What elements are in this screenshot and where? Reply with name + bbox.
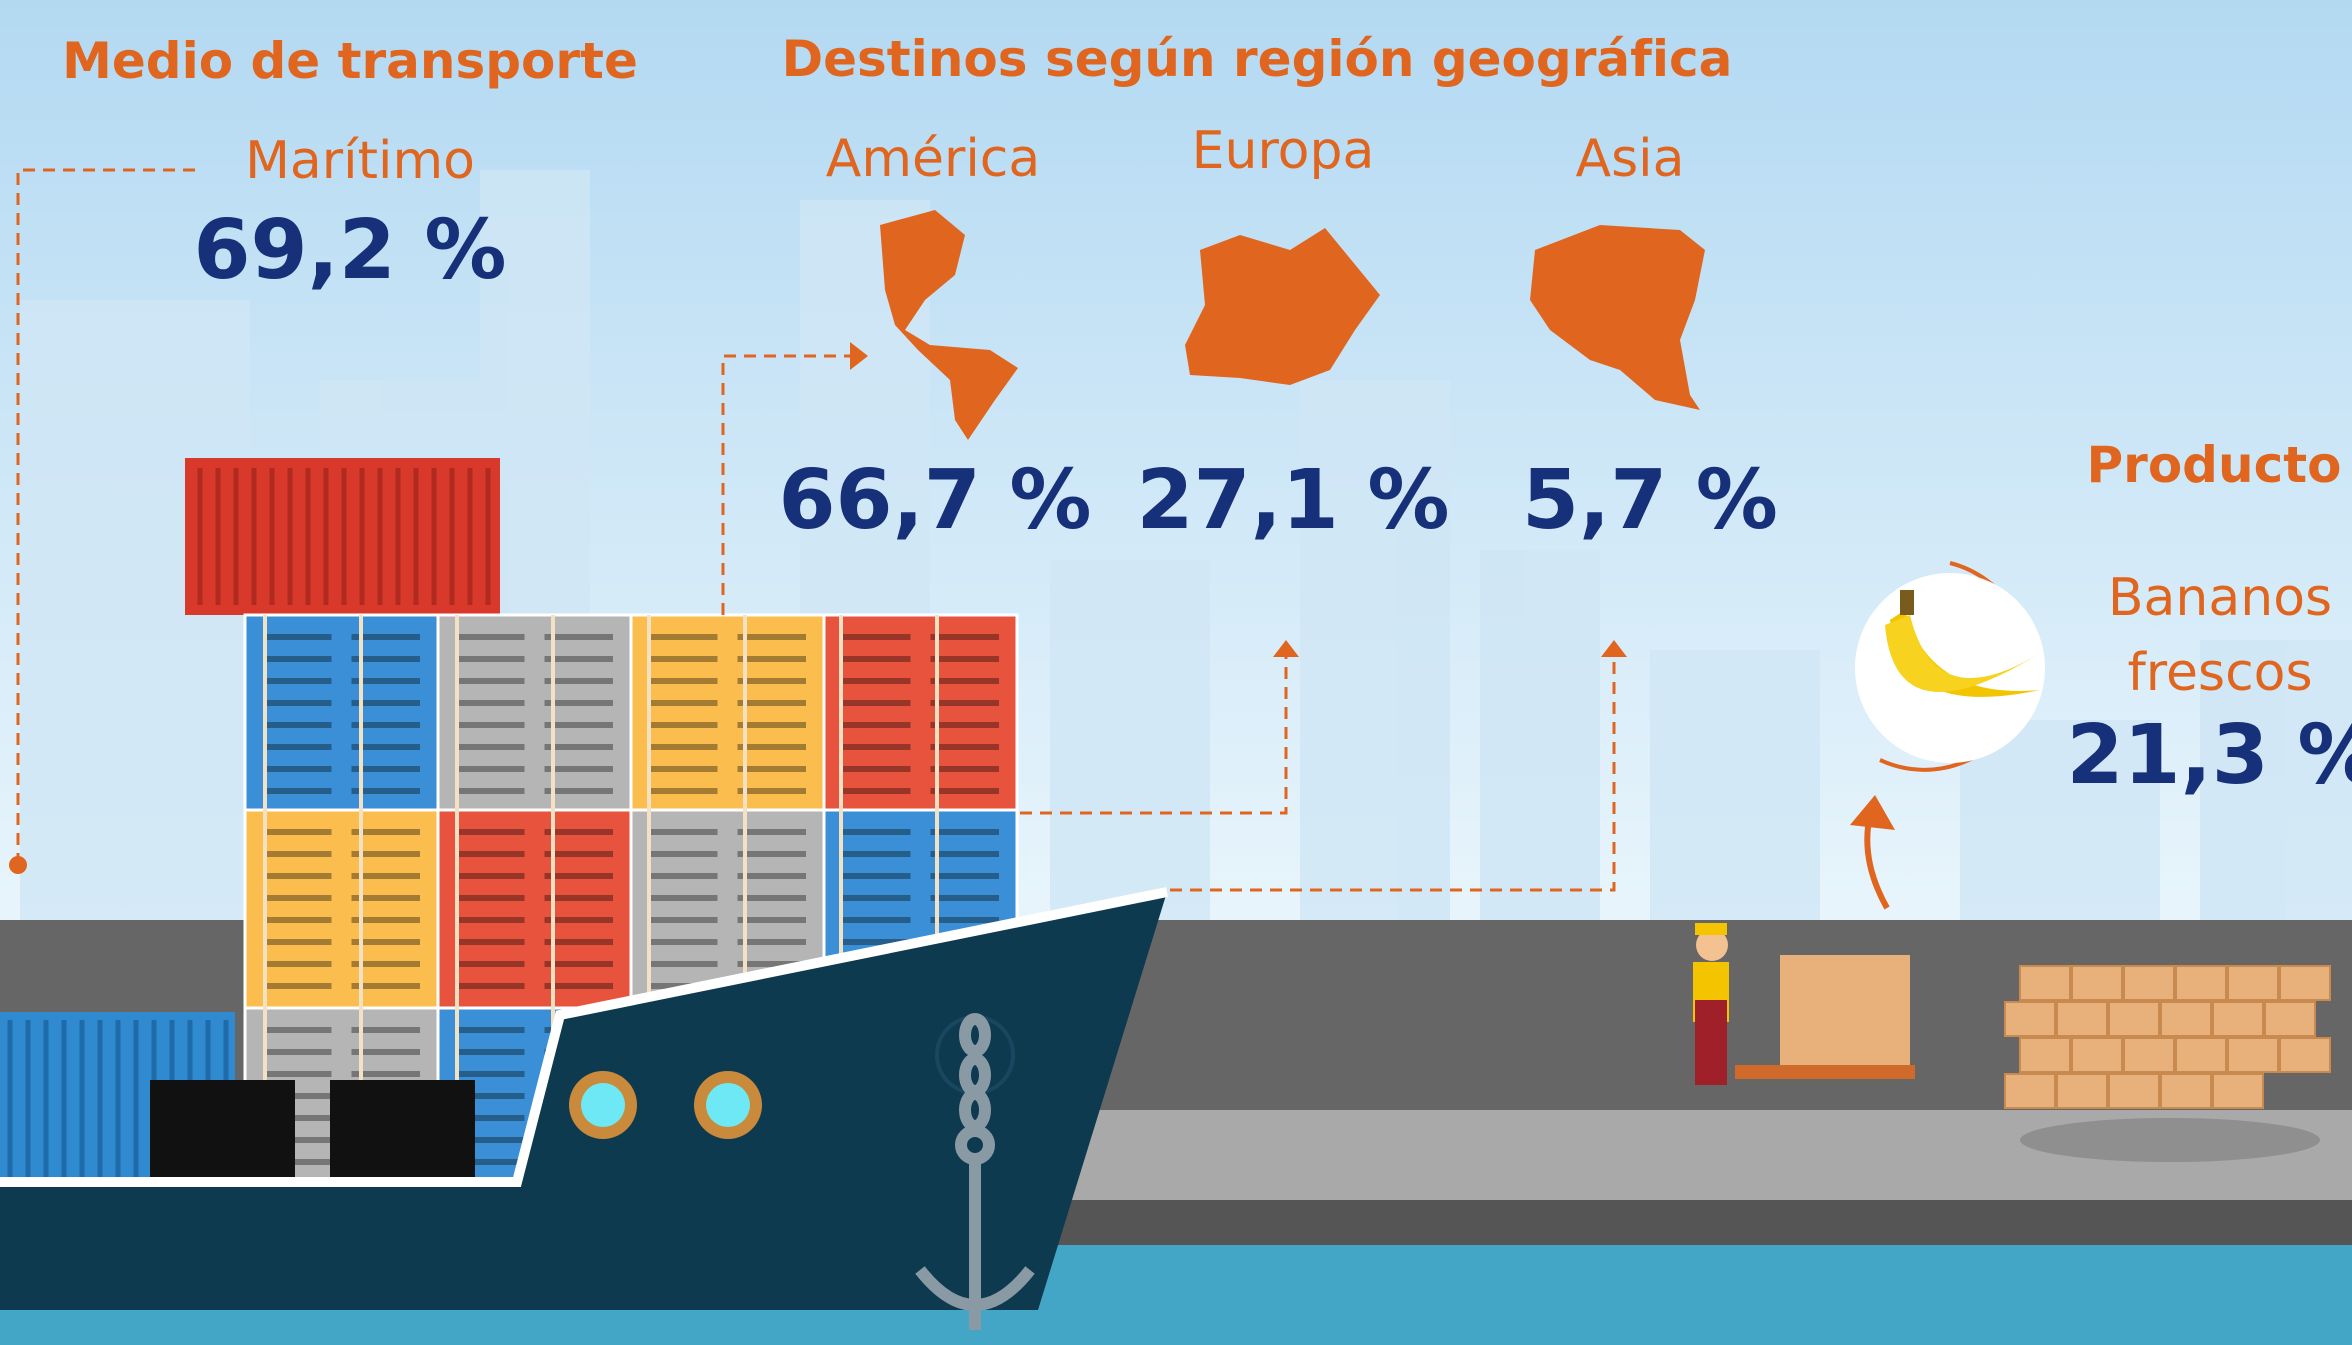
continent-asia <box>1530 225 1705 410</box>
box <box>2019 965 2071 1001</box>
mode-label: Marítimo <box>245 131 475 191</box>
skyline <box>1300 380 1450 930</box>
region-label: Europa <box>1192 121 1375 181</box>
continent-america <box>880 210 1018 440</box>
worker <box>1780 955 1910 1065</box>
container <box>243 613 440 812</box>
portholes <box>706 1083 750 1127</box>
banana-icon <box>1900 590 1914 615</box>
region-value: 5,7 % <box>1522 453 1778 548</box>
destinations: América 66,7 % Europa 27,1 % Asia 5,7 % <box>778 121 1778 548</box>
connectors <box>1850 795 1895 830</box>
region-value: 66,7 % <box>778 453 1091 548</box>
skyline <box>1050 560 1210 930</box>
skyline <box>1650 650 1820 930</box>
connectors <box>1170 655 1616 892</box>
box <box>2019 1037 2071 1073</box>
box <box>2279 965 2331 1001</box>
product-label: Bananos <box>2108 568 2332 628</box>
ship-stripe <box>0 887 1168 1187</box>
connectors <box>9 168 1895 910</box>
product-value: 21,3 % <box>2066 708 2352 803</box>
mode-value: 69,2 % <box>193 203 506 298</box>
box <box>2004 1073 2056 1109</box>
box <box>2123 965 2175 1001</box>
anchor <box>915 1013 1035 1330</box>
container <box>629 613 826 812</box>
skyline <box>1480 550 1600 930</box>
container <box>243 808 440 1010</box>
box <box>2175 1037 2227 1073</box>
box <box>2227 965 2279 1001</box>
connectors <box>721 354 852 615</box>
box <box>2175 965 2227 1001</box>
worker <box>1735 1065 1915 1079</box>
continent-europe <box>1185 228 1380 385</box>
region-label: América <box>826 129 1041 189</box>
box <box>2212 1073 2264 1109</box>
connectors <box>1020 655 1288 815</box>
shadow <box>2020 1118 2320 1162</box>
anchor <box>959 1013 991 1057</box>
worker <box>1696 929 1728 961</box>
container <box>436 613 633 812</box>
box <box>2279 1037 2331 1073</box>
crate <box>150 1080 295 1180</box>
connectors <box>850 342 868 370</box>
region-value: 27,1 % <box>1136 453 1449 548</box>
banana-icon <box>1855 573 2045 763</box>
boxes <box>2004 965 2331 1109</box>
container <box>436 808 633 1010</box>
connectors <box>1601 640 1627 657</box>
box <box>2056 1001 2108 1037</box>
skyline <box>1960 720 2160 930</box>
portholes <box>569 1071 762 1139</box>
worker <box>1693 923 1915 1085</box>
section-title: Destinos según región geográfica <box>782 30 1733 88</box>
continent-europe <box>1185 228 1380 385</box>
crate <box>330 1080 475 1180</box>
banana-icon <box>1855 561 2045 772</box>
box <box>2212 1001 2264 1037</box>
section-title: Medio de transporte <box>62 32 638 90</box>
box <box>2071 1037 2123 1073</box>
banana-icon <box>1885 615 2045 692</box>
box <box>2108 1001 2160 1037</box>
continent-america <box>880 210 1018 440</box>
section-title: Producto <box>2087 436 2342 494</box>
continent-asia <box>1530 225 1705 410</box>
box <box>2227 1037 2279 1073</box>
connectors <box>16 168 195 865</box>
worker <box>1695 923 1727 935</box>
anchor <box>955 1125 995 1165</box>
box <box>2123 1037 2175 1073</box>
portholes <box>581 1083 625 1127</box>
worker <box>1695 1000 1727 1085</box>
connectors <box>1273 640 1299 657</box>
skyline <box>2200 640 2352 930</box>
box <box>2071 965 2123 1001</box>
anchor <box>915 1266 1035 1311</box>
box <box>2056 1073 2108 1109</box>
connectors <box>9 856 27 874</box>
box <box>2108 1073 2160 1109</box>
region-label: Asia <box>1576 129 1685 189</box>
container <box>822 613 1019 812</box>
box <box>2160 1073 2212 1109</box>
box <box>2004 1001 2056 1037</box>
product-label: frescos <box>2127 643 2312 703</box>
box <box>2160 1001 2212 1037</box>
box <box>2264 1001 2316 1037</box>
